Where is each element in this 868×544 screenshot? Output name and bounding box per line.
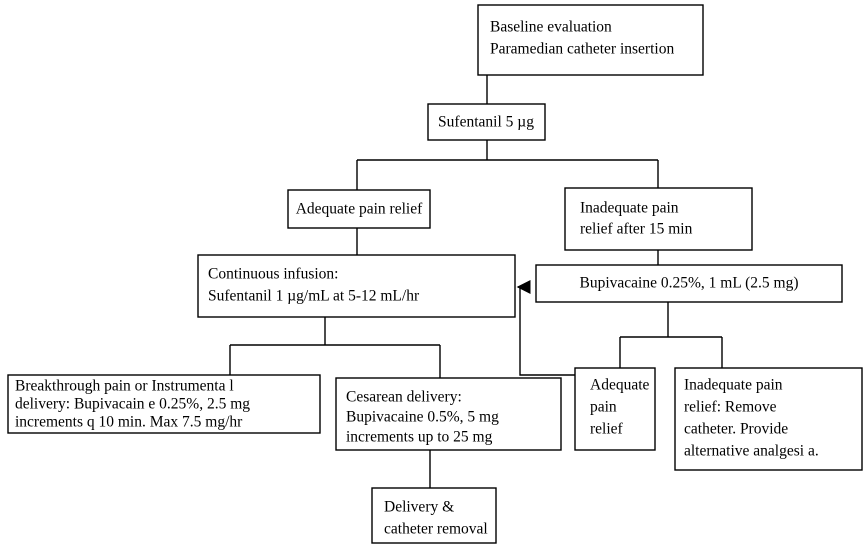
node-text: pain: [590, 399, 617, 416]
node-text: Inadequate pain: [684, 377, 783, 394]
node-text: catheter removal: [384, 521, 488, 538]
boxes: [7, 4, 863, 544]
arrow: [516, 280, 575, 376]
node-box: [197, 254, 516, 318]
node-text: Sufentanil 5 µg: [438, 114, 534, 131]
connector: [229, 317, 441, 378]
node-text: Cesarean delivery:: [346, 389, 462, 406]
node-text: increments q 10 min. Max 7.5 mg/hr: [15, 414, 243, 431]
node-box: [427, 103, 546, 141]
node-text: Continuous infusion:: [208, 266, 338, 283]
node-box: [335, 377, 562, 451]
node-text: Breakthrough pain or Instrumenta l: [15, 378, 234, 395]
connector: [619, 302, 723, 368]
node-box: [564, 187, 753, 251]
node-text: Inadequate pain: [580, 200, 679, 217]
node-box: [574, 367, 656, 451]
node-text: Adequate: [590, 377, 650, 394]
node-text: relief: [590, 421, 624, 438]
node-text: Adequate pain relief: [296, 201, 423, 218]
node-box: [287, 189, 431, 229]
node-box: [7, 374, 321, 434]
connectors: [229, 75, 723, 488]
node-text: increments up to 25 mg: [346, 429, 493, 446]
node-text: relief after 15 min: [580, 221, 693, 238]
node-text: alternative analgesi a.: [684, 443, 819, 460]
labels: Baseline evaluation Paramedian catheter …: [15, 19, 819, 538]
node-text: Bupivacaine 0.5%, 5 mg: [346, 409, 499, 426]
node-text: Sufentanil 1 µg/mL at 5-12 mL/hr: [208, 288, 420, 305]
node-box: [477, 4, 704, 76]
node-text: catheter. Provide: [684, 421, 788, 438]
node-text: Paramedian catheter insertion: [490, 41, 674, 58]
node-text: Bupivacaine 0.25%, 1 mL (2.5 mg): [580, 275, 799, 292]
node-text: Delivery &: [384, 499, 454, 516]
node-text: relief: Remove: [684, 399, 777, 416]
node-text: Baseline evaluation: [490, 19, 612, 36]
connector: [356, 140, 659, 190]
node-text: delivery: Bupivacain e 0.25%, 2.5 mg: [15, 396, 250, 413]
node-box: [371, 487, 497, 544]
node-box: [535, 264, 843, 303]
node-box: [674, 367, 863, 471]
